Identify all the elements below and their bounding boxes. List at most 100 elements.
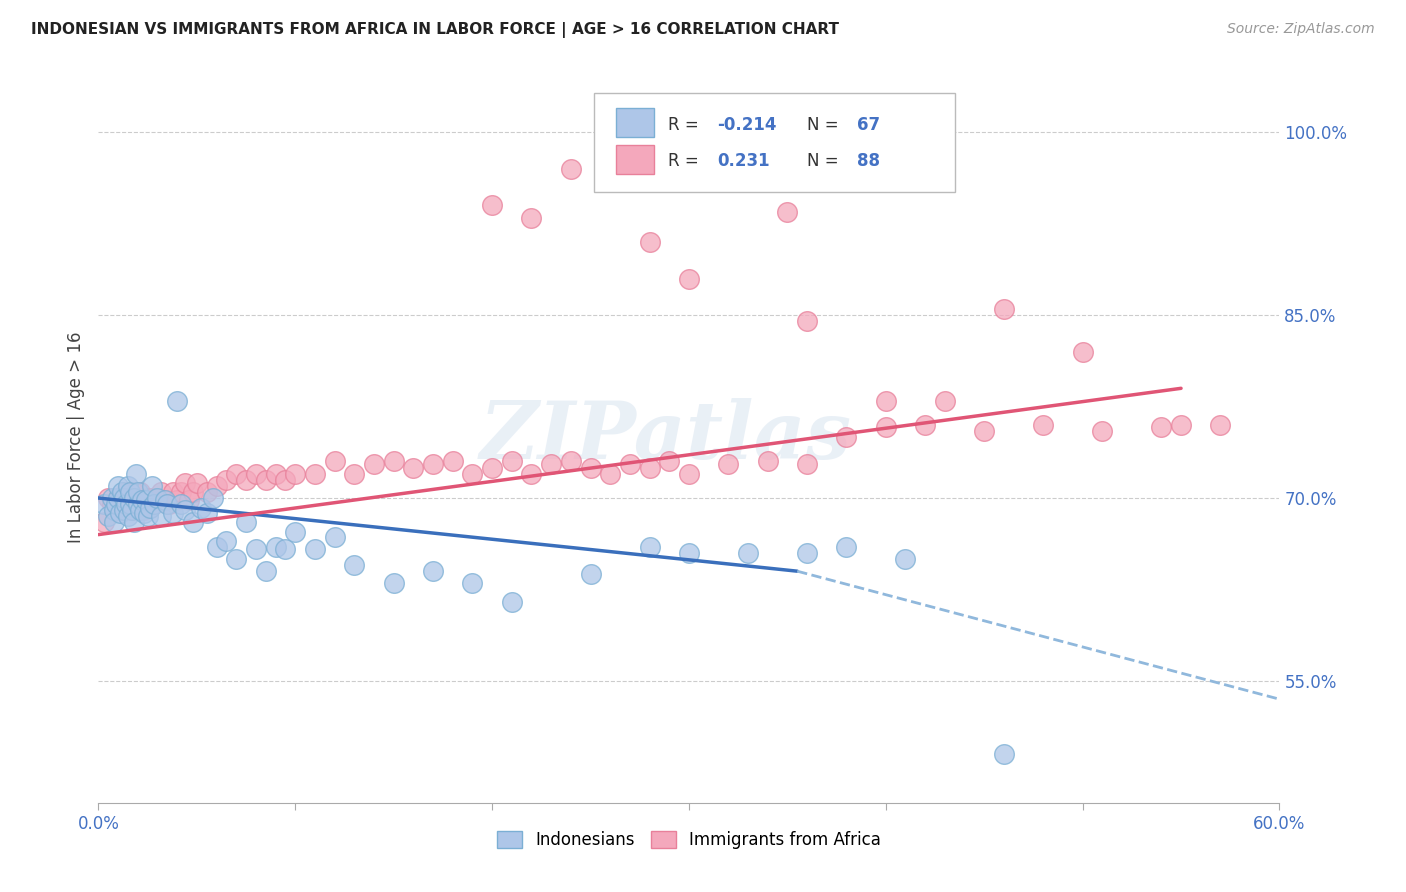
Text: -0.214: -0.214 [717,116,776,134]
Point [118,485,141,500]
Point [1032,417,1054,432]
Point [875,393,897,408]
Point [111,485,134,500]
Point [1150,420,1173,434]
Text: 88: 88 [856,153,880,170]
Point [136,509,159,524]
Point [678,546,700,560]
Point [205,479,228,493]
Point [118,491,141,505]
Point [245,467,267,481]
Point [245,542,267,557]
Point [1091,424,1114,438]
Point [127,485,149,500]
Point [579,460,602,475]
Point [215,533,238,548]
Point [201,491,224,505]
Point [195,506,218,520]
Bar [616,145,654,174]
Point [1071,344,1094,359]
Point [215,473,238,487]
Point [304,467,326,481]
Point [894,552,917,566]
Point [115,497,138,511]
Point [141,491,163,505]
Point [146,493,169,508]
Point [138,500,160,515]
Point [796,457,818,471]
Point [117,497,139,511]
FancyBboxPatch shape [595,94,955,192]
Point [93,497,115,511]
Point [875,420,897,434]
Text: N =: N = [807,153,844,170]
Point [93,516,115,530]
Point [181,485,204,500]
Point [128,485,150,500]
Point [195,485,218,500]
Point [461,576,484,591]
Point [796,314,818,328]
Point [112,493,135,508]
Point [274,473,297,487]
Point [235,473,257,487]
Point [162,506,184,520]
Point [638,235,661,249]
Point [422,457,444,471]
Point [304,542,326,557]
Point [323,454,346,468]
Point [101,497,124,511]
Point [117,509,139,524]
Point [150,509,173,524]
Point [737,546,759,560]
Point [835,430,858,444]
Point [170,497,193,511]
Point [501,454,523,468]
Point [501,595,523,609]
Text: INDONESIAN VS IMMIGRANTS FROM AFRICA IN LABOR FORCE | AGE > 16 CORRELATION CHART: INDONESIAN VS IMMIGRANTS FROM AFRICA IN … [31,22,839,38]
Point [131,493,153,508]
Point [382,454,405,468]
Point [235,516,257,530]
Point [125,497,148,511]
Point [264,467,287,481]
Point [520,211,543,225]
Point [796,546,818,560]
Point [343,467,366,481]
Point [186,476,208,491]
Point [540,457,562,471]
Point [254,564,277,578]
Point [422,564,444,578]
Point [132,506,155,520]
Point [520,467,543,481]
Point [112,503,135,517]
Point [105,497,128,511]
Point [174,503,197,517]
Point [97,491,120,505]
Point [141,479,163,493]
Point [402,460,425,475]
Point [121,503,143,517]
Point [142,497,165,511]
Point [481,460,503,475]
Point [142,497,165,511]
Point [118,497,141,511]
Text: 0.231: 0.231 [717,153,770,170]
Y-axis label: In Labor Force | Age > 16: In Labor Force | Age > 16 [66,331,84,543]
Text: Source: ZipAtlas.com: Source: ZipAtlas.com [1227,22,1375,37]
Point [205,540,228,554]
Point [131,493,153,508]
Point [108,497,131,511]
Point [122,485,145,500]
Point [128,503,150,517]
Point [658,454,681,468]
Point [177,493,200,508]
Point [101,491,124,505]
Point [835,540,858,554]
Text: N =: N = [807,116,844,134]
Point [481,198,503,212]
Bar [616,108,654,137]
Point [993,302,1015,317]
Point [107,491,129,505]
Text: R =: R = [668,116,703,134]
